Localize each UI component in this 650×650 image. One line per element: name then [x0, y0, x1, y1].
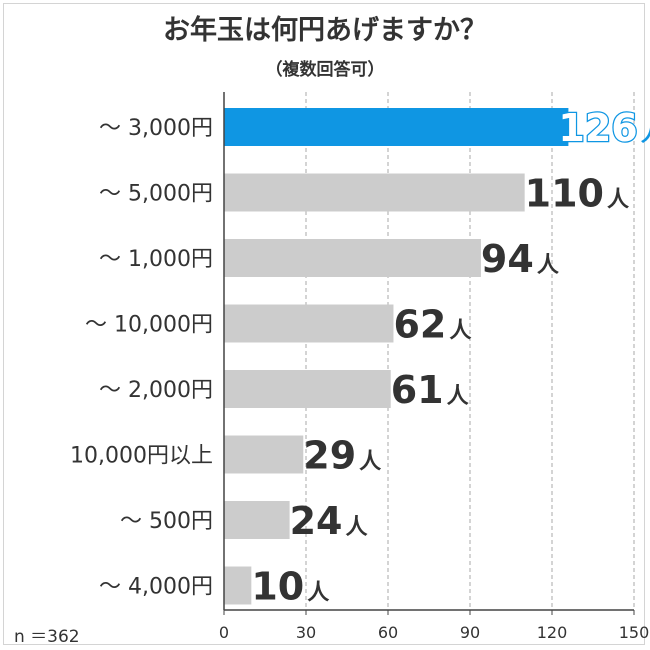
category-label: ～ 5,000円: [99, 182, 213, 207]
chart-frame: [3, 3, 645, 645]
bar: [224, 239, 481, 277]
value-unit: 人: [607, 188, 629, 213]
value-number: 62: [393, 303, 446, 347]
bar: [224, 370, 391, 408]
x-tick-label: 120: [537, 623, 568, 642]
x-tick-label: 0: [219, 623, 229, 642]
value-number: 61: [391, 368, 444, 412]
value-label: 94 人: [481, 237, 559, 281]
category-label: ～ 2,000円: [99, 378, 213, 403]
value-unit: 人: [447, 384, 469, 409]
value-number: 29: [303, 434, 356, 478]
value-unit: 人: [537, 253, 559, 278]
bar: [224, 435, 304, 474]
chart-subtitle: （複数回答可）: [265, 60, 385, 80]
category-label: ～ 10,000円: [85, 313, 213, 338]
category-label: ～ 3,000円: [99, 116, 213, 141]
value-label: 10 人: [251, 565, 329, 609]
value-unit: 人: [345, 515, 367, 540]
bar: [224, 566, 252, 605]
category-label: ～ 1,000円: [99, 247, 213, 272]
value-label: 29 人: [303, 434, 381, 478]
value-number: 24: [290, 499, 343, 543]
x-tick-label: 60: [378, 623, 398, 642]
bar: [224, 108, 569, 146]
value-unit: 人: [449, 319, 471, 344]
category-label: ～ 500円: [120, 509, 213, 534]
value-number: 94: [481, 237, 534, 281]
bar: [224, 173, 525, 212]
value-number: 126: [558, 106, 637, 150]
value-unit: 人: [307, 581, 329, 606]
value-unit: 人: [359, 450, 381, 475]
category-label: ～ 4,000円: [99, 575, 213, 600]
value-label: 110 人: [525, 172, 629, 216]
value-number: 10: [251, 565, 304, 609]
value-label: 61 人: [391, 368, 469, 412]
value-label: 24 人: [290, 499, 368, 543]
x-tick-label: 150: [619, 623, 650, 642]
x-tick-label: 30: [296, 623, 316, 642]
bar: [224, 304, 394, 343]
chart-title: お年玉は何円あげますか？: [163, 15, 487, 46]
x-tick-label: 90: [460, 623, 480, 642]
bar: [224, 501, 290, 539]
value-unit: 人: [641, 122, 650, 147]
value-label: 126人: [558, 106, 650, 150]
value-number: 110: [525, 172, 604, 216]
sample-size-label: n ＝362: [14, 627, 80, 647]
category-label: 10,000円以上: [70, 444, 213, 469]
value-label: 62 人: [393, 303, 471, 347]
